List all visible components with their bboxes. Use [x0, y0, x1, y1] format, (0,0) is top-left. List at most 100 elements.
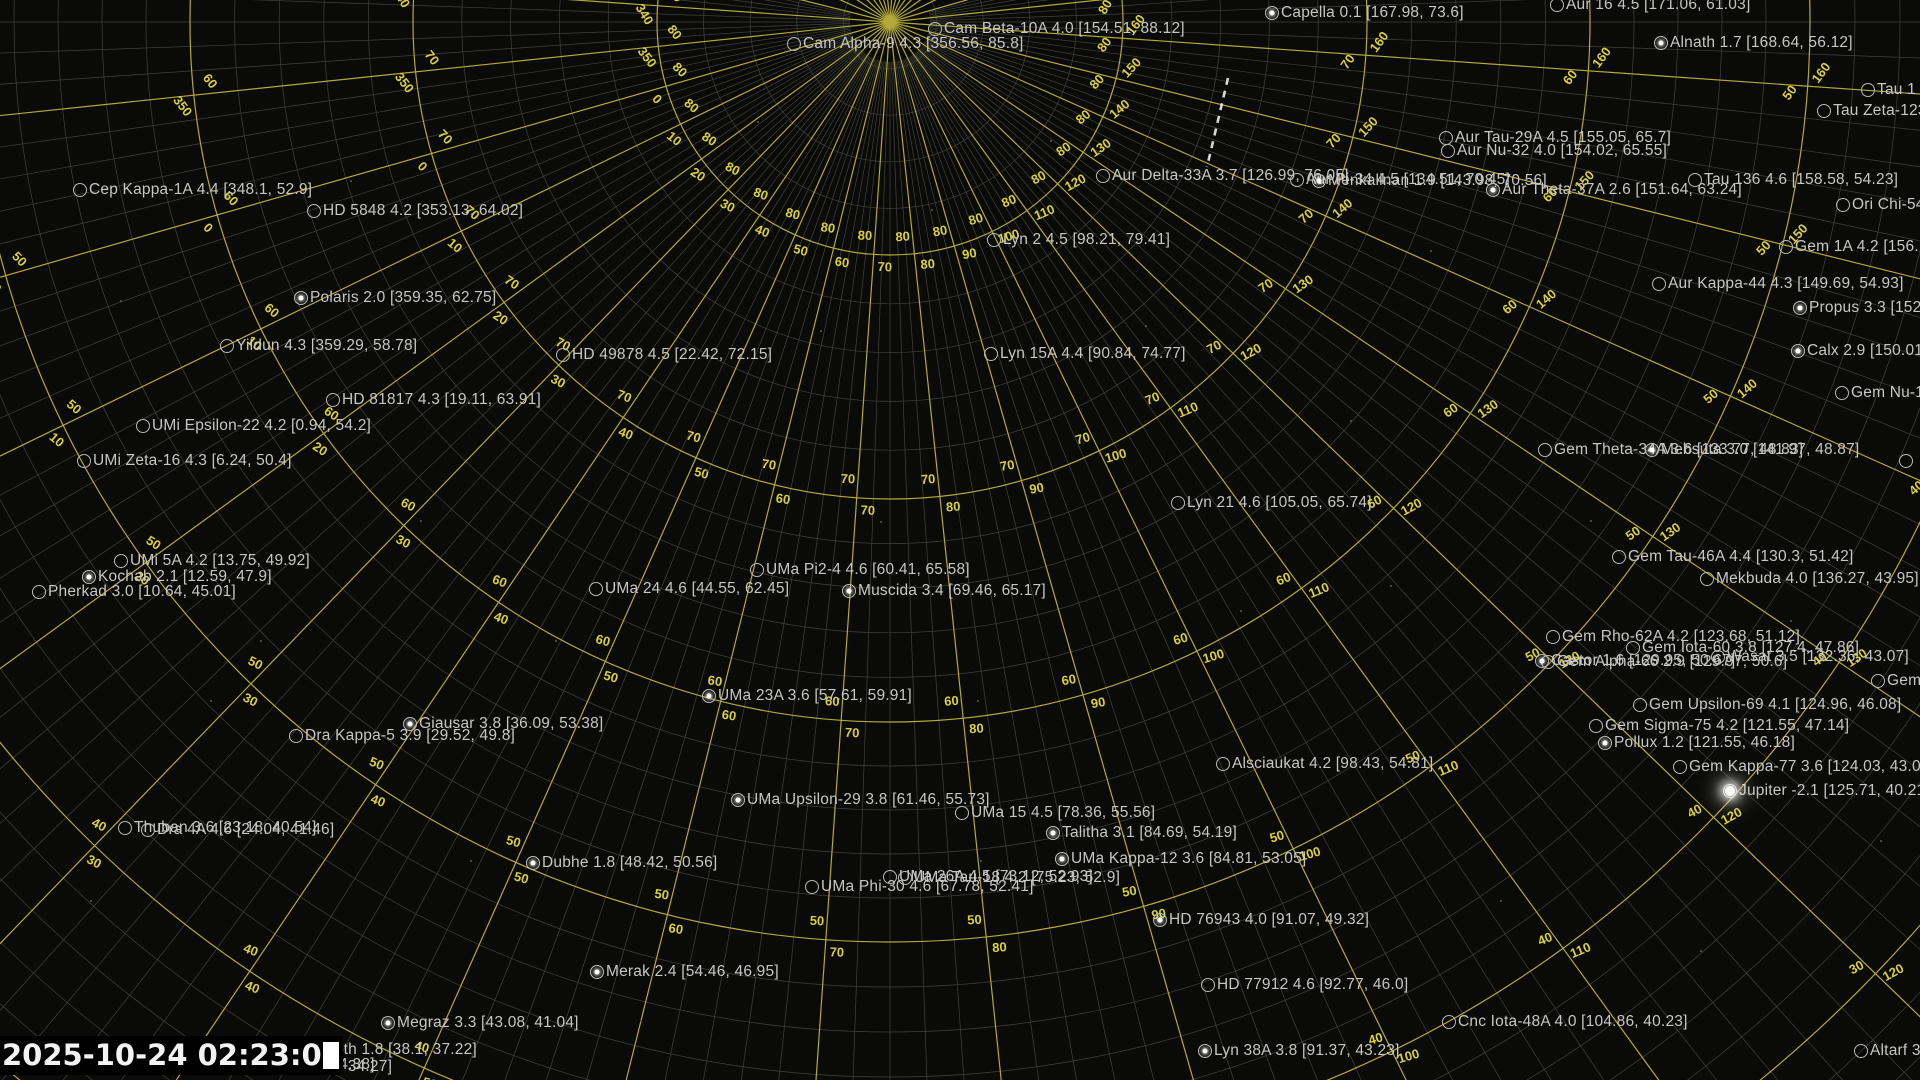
star-marker[interactable]: HD 81817 4.3 [19.11, 63.91] [326, 391, 541, 408]
star-marker[interactable]: UMa 15 4.5 [78.36, 55.56] [955, 804, 1156, 821]
star-marker[interactable]: Capella 0.1 [167.98, 73.6] [1265, 4, 1464, 21]
faint-star [120, 300, 122, 302]
star-marker[interactable]: UMa Tau-18 4.2 [75.23, 52.9] [898, 869, 1120, 886]
star-marker[interactable]: Lyn 21 4.6 [105.05, 65.74] [1171, 494, 1372, 511]
star-marker[interactable]: Dra Kappa-5 3.9 [29.52, 49.8] [289, 727, 515, 744]
star-marker[interactable]: Cam Alpha-9 4.3 [356.56, 85.8] [787, 35, 1024, 52]
star-marker[interactable]: Altarf 3.5 [104.2, 28.9] [1854, 1042, 1920, 1059]
star-marker[interactable]: Gem Upsilon-69 4.1 [124.96, 46.08] [1633, 696, 1901, 713]
star-marker[interactable]: UMa Kappa-12 3.6 [84.81, 53.05] [1055, 850, 1306, 867]
star-marker[interactable]: Gem Lambda 3.6 [134.1, 39.8] [1871, 672, 1920, 689]
star-label: Gem Theta-34A 3.6 [133.77, 48.83] [1554, 441, 1804, 458]
star-marker[interactable]: Aur Kappa-44 4.3 [149.69, 54.93] [1652, 275, 1904, 292]
star-marker[interactable]: Aur 16 4.5 [171.06, 61.03] [1550, 0, 1750, 13]
star-marker[interactable]: Aur Nu-32 4.0 [154.02, 65.55] [1441, 142, 1667, 159]
grid-number: 70 [1323, 130, 1344, 151]
star-marker[interactable]: Talitha 3.1 [84.69, 54.19] [1046, 824, 1237, 841]
star-marker[interactable]: UMi Zeta-16 4.3 [6.24, 50.4] [77, 452, 292, 469]
grid-number: 40 [89, 815, 109, 835]
star-marker[interactable]: Polaris 2.0 [359.35, 62.75] [294, 289, 496, 306]
star-marker[interactable]: Thuban 3.6 [23.18, 40.54] [118, 819, 317, 836]
star-marker[interactable]: Gem Tau-46A 4.4 [130.3, 51.42] [1612, 548, 1853, 565]
star-marker[interactable]: Alsciaukat 4.2 [98.43, 54.81] [1216, 755, 1433, 772]
star-marker[interactable]: UMa Upsilon-29 3.8 [61.46, 55.73] [731, 791, 990, 808]
star-marker[interactable]: Gem Nu-18 4.1 [148.8, 41.7] [1835, 384, 1920, 401]
star-marker[interactable]: Tau Zeta-123 4.1 [1817, 102, 1920, 119]
star-marker[interactable]: Mekbuda 4.0 [136.27, 43.95] [1700, 570, 1919, 587]
star-marker[interactable]: Cep Kappa-1A 4.4 [348.1, 52.9] [73, 181, 312, 198]
star-ring-icon [141, 823, 155, 837]
star-label: HD 77912 4.6 [92.77, 46.0] [1217, 976, 1409, 993]
star-marker[interactable]: Yildun 4.3 [359.29, 58.78] [220, 337, 417, 354]
star-marker[interactable]: Dubhe 1.8 [48.42, 50.56] [526, 854, 717, 871]
star-label: Cnc Iota-48A 4.0 [104.86, 40.23] [1458, 1013, 1688, 1030]
star-marker[interactable]: Giausar 3.8 [36.09, 53.38] [403, 715, 603, 732]
grid-number: 60 [594, 631, 612, 649]
star-marker[interactable]: Gem Rho-62A 4.2 [123.68, 51.12] [1546, 628, 1800, 645]
star-marker[interactable]: Cam Beta-10A 4.0 [154.51, 88.12] [928, 20, 1185, 37]
star-marker[interactable]: Dra 4A 4.6 [24.04, 41.46] [141, 821, 334, 838]
star-marker[interactable]: Tau 136 4.6 [158.58, 54.23] [1688, 171, 1898, 188]
star-marker[interactable]: Cnc Iota-48A 4.0 [104.86, 40.23] [1442, 1013, 1688, 1030]
star-marker[interactable]: UMa 24 4.6 [44.55, 62.45] [589, 580, 789, 597]
star-label: UMa 15 4.5 [78.36, 55.56] [971, 804, 1156, 821]
star-marker[interactable]: Gem Iota-60 3.8 [127.4, 47.86] [1626, 639, 1859, 656]
grid-number: 50 [1623, 523, 1643, 544]
star-marker[interactable] [1899, 453, 1915, 469]
star-marker[interactable]: HD 5848 4.2 [353.13, 64.02] [307, 202, 523, 219]
star-marker[interactable]: Aur Theta-37A 2.6 [151.64, 63.24] [1486, 181, 1742, 198]
star-marker[interactable]: Lyn 15A 4.4 [90.84, 74.77] [984, 345, 1186, 362]
grid-number: 50 [1753, 237, 1774, 258]
star-marker[interactable]: Castor 1.6 [129.95, 50.67] [1535, 652, 1735, 669]
grid-number: 50 [693, 464, 711, 482]
star-marker[interactable]: UMa Pi2-4 4.6 [60.41, 65.58] [750, 561, 970, 578]
star-marker[interactable]: Propus 3.3 [152.4, 47.2] [1793, 299, 1920, 316]
bright-star-dot-icon [1202, 1048, 1208, 1054]
star-marker[interactable]: Aur Pi-34 4.5 [134.51, 70.45] [1290, 171, 1510, 188]
star-ring-icon [1652, 277, 1666, 291]
star-marker[interactable]: Lyn 38A 3.8 [91.37, 43.23] [1198, 1042, 1400, 1059]
star-marker[interactable]: Tau 1 [1861, 81, 1916, 98]
star-marker[interactable]: Gem Theta-34A 3.6 [133.77, 48.83] [1538, 441, 1804, 458]
star-marker[interactable]: Alnath 1.7 [168.64, 56.12] [1654, 34, 1853, 51]
grid-number: 110 [1032, 201, 1057, 223]
star-marker[interactable]: Calx 2.9 [150.01, 43.3] [1791, 342, 1920, 359]
star-marker[interactable]: Gem Kappa-77 3.6 [124.03, 43.01] [1673, 758, 1920, 775]
star-marker[interactable]: Lyn 2 4.5 [98.21, 79.41] [987, 231, 1170, 248]
star-marker[interactable]: Muscida 3.4 [69.46, 65.17] [842, 582, 1046, 599]
bright-star-dot-icon [1050, 830, 1056, 836]
star-marker[interactable]: HD 77912 4.6 [92.77, 46.0] [1201, 976, 1409, 993]
star-label: Mebsuta 3.0 [141.97, 48.87] [1661, 441, 1860, 458]
star-marker[interactable]: UMi Epsilon-22 4.2 [0.94, 54.2] [136, 417, 371, 434]
star-marker[interactable]: UMa Phi-30 4.6 [67.78, 52.41] [805, 878, 1034, 895]
grid-number: 90 [1028, 480, 1045, 497]
grid-number: 70 [920, 471, 935, 487]
star-label: Aur Pi-34 4.5 [134.51, 70.45] [1306, 171, 1510, 188]
star-marker[interactable]: Megraz 3.3 [43.08, 41.04] [381, 1014, 579, 1031]
star-marker[interactable]: Merak 2.4 [54.46, 46.95] [590, 963, 779, 980]
star-marker[interactable]: Aur Delta-33A 3.7 [126.99, 76.05] [1096, 167, 1349, 184]
grid-number: 150 [1355, 114, 1381, 140]
grid-number: 80 [932, 222, 949, 239]
clock-cursor-block [322, 1041, 339, 1069]
star-ring-icon [1633, 698, 1647, 712]
grid-number: 80 [664, 22, 685, 43]
star-label: Aur Theta-37A 2.6 [151.64, 63.24] [1502, 181, 1742, 198]
star-marker[interactable]: Gem 1A 4.2 [156.13, 50.1] [1779, 238, 1920, 255]
grid-number: 80 [1053, 139, 1073, 160]
star-marker[interactable]: Jupiter -2.1 [125.71, 40.21] [1723, 782, 1920, 799]
star-marker[interactable]: Pollux 1.2 [121.55, 46.18] [1598, 734, 1795, 751]
grid-number: 80 [1029, 167, 1049, 187]
star-marker[interactable]: Mebsuta 3.0 [141.97, 48.87] [1645, 441, 1860, 458]
star-marker[interactable]: HD 76943 4.0 [91.07, 49.32] [1153, 911, 1369, 928]
star-marker[interactable]: HD 49878 4.5 [22.42, 72.15] [556, 346, 772, 363]
star-marker[interactable]: Kochab 2.1 [12.59, 47.9] [82, 568, 272, 585]
star-marker[interactable]: Gem Sigma-75 4.2 [121.55, 47.14] [1589, 717, 1849, 734]
star-marker[interactable]: Wasat 3.5 [132.36, 43.07] [1711, 648, 1909, 665]
star-marker[interactable]: Pherkad 3.0 [10.64, 45.01] [32, 583, 236, 600]
star-marker[interactable]: UMi 5A 4.2 [13.75, 49.92] [114, 552, 310, 569]
star-marker[interactable]: UMa 23A 3.6 [57.61, 59.91] [702, 687, 912, 704]
star-marker[interactable]: UMa 26A 4.5 [73.12, 52.93] [883, 868, 1093, 885]
star-marker[interactable]: Ori Chi-54 4.4 [161.2, 44.5] [1836, 196, 1920, 213]
